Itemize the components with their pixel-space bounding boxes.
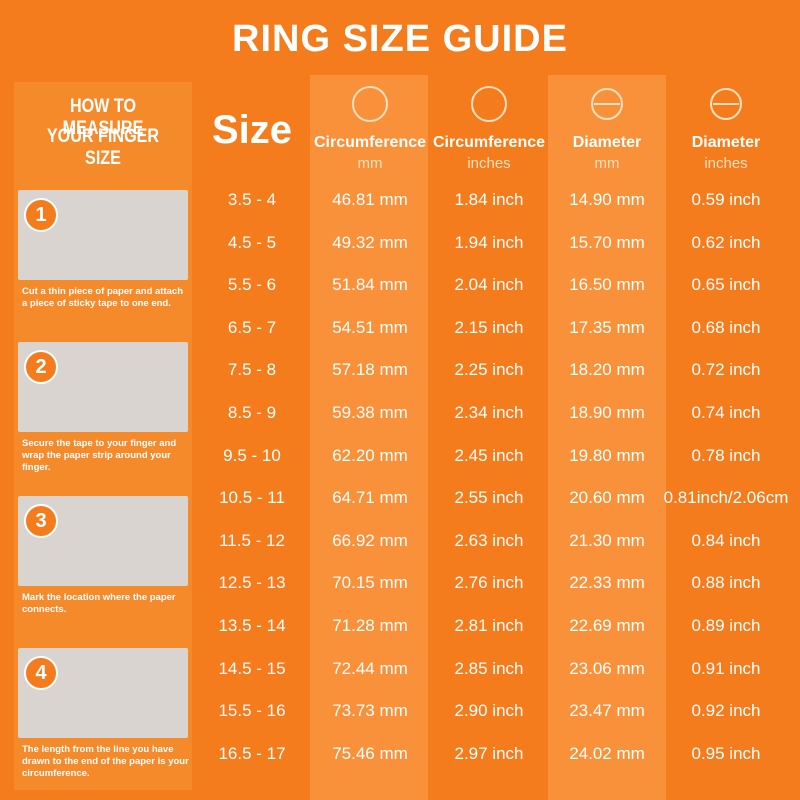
table-cell: 49.32 mm <box>332 232 408 252</box>
table-cell: 24.02 mm <box>569 743 645 763</box>
column-unit: mm <box>594 155 620 172</box>
table-cell: 0.65 inch <box>691 275 761 295</box>
table-cell: 2.34 inch <box>454 403 524 422</box>
table-cell: 0.81inch/2.06cm <box>663 488 789 508</box>
table-cell: 70.15 mm <box>332 573 408 593</box>
table-cell: 59.38 mm <box>332 403 408 422</box>
column-title: Circumference <box>432 134 546 151</box>
table-cell: 2.97 inch <box>454 743 524 763</box>
table-cell: 7.5 - 8 <box>227 360 277 380</box>
table-cell: 71.28 mm <box>332 616 408 635</box>
table-cell: 3.5 - 4 <box>227 190 277 209</box>
table-cell: 8.5 - 9 <box>227 403 277 422</box>
table-cell: 1.94 inch <box>454 232 524 252</box>
table-cell: 2.90 inch <box>454 701 524 721</box>
table-cell: 2.81 inch <box>454 616 524 635</box>
guide-panel: HOW TO MEASURE YOUR FINGER SIZE 1 Cut a t… <box>14 82 192 790</box>
table-cell: 66.92 mm <box>332 530 408 550</box>
table-cell: 18.20 mm <box>569 360 645 380</box>
guide-title: HOW TO MEASURE <box>62 96 144 139</box>
step-text: Cut a thin piece of paper and attach a p… <box>22 286 183 309</box>
table-cell: 64.71 mm <box>332 488 408 508</box>
table-cell: 0.91 inch <box>691 658 761 678</box>
table-cell: 0.89 inch <box>691 616 761 635</box>
column-band <box>310 75 428 800</box>
step-number: 4 <box>24 656 58 690</box>
column-title: Diameter <box>691 134 761 151</box>
table-cell: 16.5 - 17 <box>218 743 286 763</box>
table-cell: 2.25 inch <box>454 360 524 380</box>
table-cell: 0.84 inch <box>691 530 761 550</box>
column-unit: mm <box>357 155 383 172</box>
table-cell: 2.63 inch <box>454 530 524 550</box>
column-band <box>548 75 666 800</box>
table-cell: 14.90 mm <box>569 190 645 209</box>
table-cell: 13.5 - 14 <box>218 616 286 635</box>
table-cell: 2.45 inch <box>454 445 524 465</box>
table-cell: 1.84 inch <box>454 190 524 209</box>
title: RING SIZE GUIDE <box>232 18 568 60</box>
table-cell: 2.55 inch <box>454 488 524 508</box>
table-cell: 15.5 - 16 <box>218 701 286 721</box>
table-cell: 0.78 inch <box>691 445 761 465</box>
table-cell: 15.70 mm <box>569 232 645 252</box>
table-cell: 2.85 inch <box>454 658 524 678</box>
step-text: Secure the tape to your finger and wrap … <box>22 438 177 473</box>
table-cell: 0.59 inch <box>691 190 761 209</box>
table-cell: 16.50 mm <box>569 275 645 295</box>
table-cell: 4.5 - 5 <box>227 232 277 252</box>
column-title: Diameter <box>572 134 642 151</box>
step-number: 2 <box>24 350 58 384</box>
table-cell: 6.5 - 7 <box>227 317 277 337</box>
table-cell: 73.73 mm <box>332 701 408 721</box>
column-unit: inches <box>704 155 748 172</box>
table-cell: 0.62 inch <box>691 232 761 252</box>
table-cell: 0.92 inch <box>691 701 761 721</box>
column-title: Circumference <box>313 134 427 151</box>
table-cell: 2.04 inch <box>454 275 524 295</box>
step-text: The length from the line you have drawn … <box>22 744 189 779</box>
table-cell: 23.47 mm <box>569 701 645 721</box>
table-cell: 5.5 - 6 <box>227 275 277 295</box>
table-cell: 18.90 mm <box>569 403 645 422</box>
table-cell: 20.60 mm <box>569 488 645 508</box>
column-unit: inches <box>467 155 511 172</box>
table-cell: 75.46 mm <box>332 743 408 763</box>
table-cell: 19.80 mm <box>569 445 645 465</box>
table-cell: 9.5 - 10 <box>223 445 281 465</box>
table-cell: 62.20 mm <box>332 445 408 465</box>
step-number: 1 <box>24 198 58 232</box>
table-cell: 22.33 mm <box>569 573 645 593</box>
table-cell: 72.44 mm <box>332 658 408 678</box>
table-cell: 21.30 mm <box>569 530 645 550</box>
table-cell: 51.84 mm <box>332 275 408 295</box>
table-cell: 11.5 - 12 <box>219 530 285 550</box>
table-cell: 17.35 mm <box>569 317 645 337</box>
table-cell: 23.06 mm <box>569 658 645 678</box>
table-cell: 0.95 inch <box>691 743 761 763</box>
table-cell: 0.74 inch <box>691 403 761 422</box>
table-cell: 0.72 inch <box>691 360 761 380</box>
table-cell: 0.88 inch <box>691 573 761 593</box>
step-text: Mark the location where the paper connec… <box>22 592 176 615</box>
table-cell: 14.5 - 15 <box>218 658 286 678</box>
table-cell: 54.51 mm <box>332 317 408 337</box>
table-cell: 0.68 inch <box>691 317 761 337</box>
table-cell: 22.69 mm <box>569 616 645 635</box>
table-cell: 2.76 inch <box>454 573 524 593</box>
column-title: Size <box>211 108 293 152</box>
table-cell: 57.18 mm <box>332 360 408 380</box>
guide-title: YOUR FINGER SIZE <box>46 126 160 169</box>
table-cell: 46.81 mm <box>332 190 408 209</box>
step-number: 3 <box>24 504 58 538</box>
table-cell: 12.5 - 13 <box>218 573 286 593</box>
table-cell: 10.5 - 11 <box>219 488 285 508</box>
table-cell: 2.15 inch <box>454 317 524 337</box>
